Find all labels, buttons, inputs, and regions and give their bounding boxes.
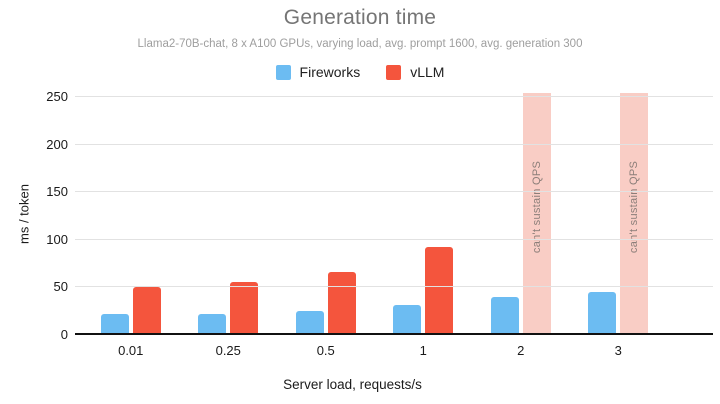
- gridline: [75, 96, 713, 97]
- gridline: [75, 286, 713, 288]
- bar-group-2: can't sustain QPS: [472, 93, 570, 335]
- bar-group-3: can't sustain QPS: [570, 93, 668, 335]
- x-tick-label: 3: [614, 343, 622, 358]
- legend-label-fireworks: Fireworks: [299, 64, 361, 80]
- fireworks-bar: [100, 314, 129, 335]
- fireworks-swatch-icon: [275, 64, 291, 80]
- x-tick-label: 1: [419, 343, 427, 358]
- fireworks-bar: [198, 314, 227, 335]
- vllm-bar: [132, 287, 161, 335]
- y-tick-label: 50: [53, 279, 68, 295]
- bar-groups: can't sustain QPS can't sustain QPS: [82, 93, 667, 335]
- cant-sustain-bar: can't sustain QPS: [522, 93, 551, 335]
- gridline: [75, 143, 713, 145]
- fireworks-bar: [295, 311, 324, 335]
- vllm-bar: [425, 247, 454, 335]
- legend-label-vllm: vLLM: [410, 64, 445, 80]
- y-tick-label: 0: [60, 327, 68, 342]
- vllm-bar: [230, 281, 259, 335]
- x-axis-line: [75, 333, 713, 335]
- x-tick-label: 0.01: [118, 343, 144, 358]
- chart-subtitle: Llama2-70B-chat, 8 x A100 GPUs, varying …: [137, 38, 583, 50]
- bar-group-0.5: [277, 93, 375, 335]
- y-tick-label: 250: [46, 89, 68, 104]
- bar-group-1: [375, 93, 473, 335]
- x-tick-label: 0.25: [215, 343, 241, 358]
- x-tick-labels: 0.01 0.25 0.5 1 2 3: [82, 343, 667, 358]
- fireworks-bar: [588, 292, 617, 335]
- cant-sustain-bar: can't sustain QPS: [620, 93, 649, 335]
- gridline: [75, 191, 713, 193]
- y-tick-label: 150: [46, 184, 68, 200]
- gridline: [75, 238, 713, 240]
- vllm-bar: [327, 272, 356, 335]
- legend-item-fireworks: Fireworks: [275, 64, 361, 80]
- chart-title: Generation time: [283, 6, 437, 29]
- bar-group-0.25: [180, 93, 278, 335]
- legend-item-vllm: vLLM: [386, 64, 444, 80]
- fireworks-bar: [393, 304, 422, 335]
- bar-group-0.01: [82, 93, 180, 335]
- x-tick-label: 0.5: [316, 343, 335, 358]
- x-axis-title: Server load, requests/s: [283, 377, 422, 392]
- y-tick-label: 100: [46, 231, 68, 247]
- legend: Fireworks vLLM: [0, 64, 720, 80]
- vllm-swatch-icon: [386, 64, 402, 80]
- plot-area: ms / token can't sustain QPS can't sustai…: [17, 89, 713, 342]
- y-tick-label: 200: [46, 136, 68, 152]
- x-tick-label: 2: [517, 343, 525, 358]
- fireworks-bar: [490, 296, 519, 335]
